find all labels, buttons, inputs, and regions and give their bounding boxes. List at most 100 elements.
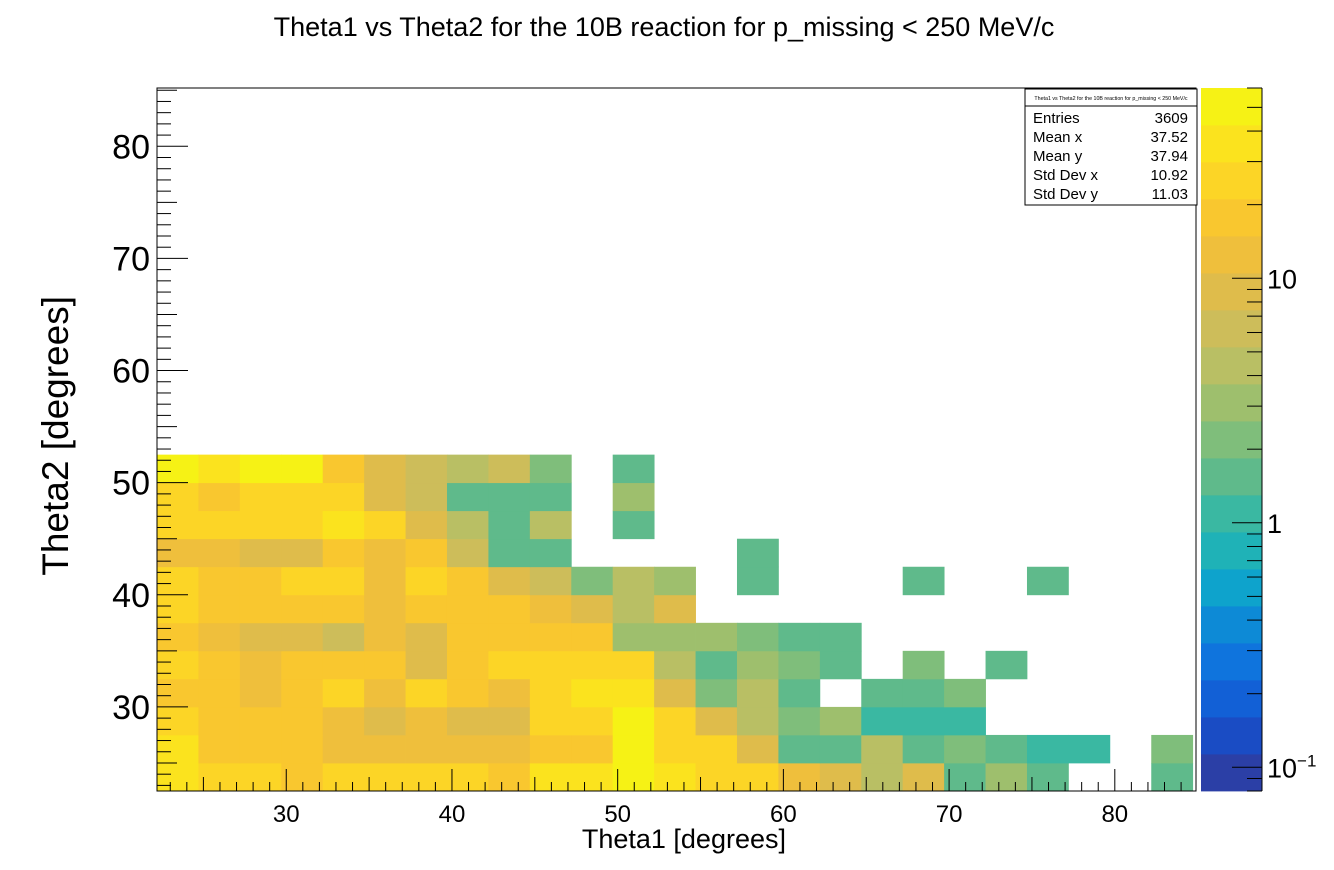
heatmap-cell: [488, 622, 531, 652]
heatmap-cell: [157, 454, 199, 484]
stats-label: Mean y: [1033, 148, 1083, 165]
heatmap-cell: [405, 678, 448, 708]
heatmap-cell: [281, 594, 324, 624]
heatmap-cell: [1151, 734, 1194, 764]
stats-label: Mean x: [1033, 129, 1083, 146]
z-axis: 10−1 1 10: [1232, 87, 1316, 792]
heatmap-cell: [654, 762, 696, 792]
heatmap-cell: [612, 594, 655, 624]
stats-box: Theta1 vs Theta2 for the 10B reaction fo…: [1024, 88, 1198, 206]
heatmap-cell: [446, 566, 489, 596]
heatmap-cell: [281, 678, 324, 708]
heatmap-cell: [736, 706, 779, 736]
heatmap-cell: [736, 622, 779, 652]
palette-segment: [1201, 273, 1262, 311]
heatmap-cell: [529, 678, 572, 708]
heatmap-cell: [364, 650, 406, 680]
heatmap-cell: [281, 762, 324, 792]
heatmap-cell: [902, 706, 945, 736]
plot-frame: [156, 87, 1197, 792]
heatmap-cell: [529, 482, 572, 512]
heatmap-cell: [529, 510, 572, 540]
heatmap-cell: [157, 482, 199, 512]
heatmap-cell: [239, 566, 282, 596]
heatmap-cell: [612, 706, 655, 736]
heatmap-cell: [985, 650, 1028, 680]
heatmap-cell: [1026, 762, 1069, 792]
y-axis: 30 40 50 60 70 80: [112, 89, 188, 786]
stats-value: 10.92: [1150, 167, 1188, 184]
heatmap-cell: [571, 734, 614, 764]
heatmap-cell: [488, 510, 531, 540]
heatmap-cell: [902, 650, 945, 680]
heatmap-cell: [819, 734, 862, 764]
heatmap-cell: [281, 650, 324, 680]
heatmap-cell: [695, 706, 738, 736]
heatmap-cell: [405, 454, 448, 484]
heatmap-cell: [571, 566, 614, 596]
heatmap-cell: [239, 622, 282, 652]
chart-title: Theta1 vs Theta2 for the 10B reaction fo…: [274, 12, 1055, 42]
heatmap-cell: [944, 734, 986, 764]
heatmap-cell: [985, 762, 1028, 792]
heatmap-cell: [239, 650, 282, 680]
heatmap-cell: [695, 762, 738, 792]
heatmap-cell: [695, 622, 738, 652]
heatmap-cell: [612, 622, 655, 652]
heatmap-cell: [322, 510, 365, 540]
x-tick-label: 40: [439, 801, 466, 828]
z-tick-exponent: −1: [1297, 751, 1316, 770]
heatmap-cell: [198, 706, 241, 736]
palette-segment: [1201, 680, 1262, 718]
heatmap-cell: [281, 538, 324, 568]
heatmap-cell: [239, 706, 282, 736]
palette-segment: [1201, 199, 1262, 237]
heatmap-cell: [736, 734, 779, 764]
heatmap-cell: [322, 566, 365, 596]
stats-value: 3609: [1155, 110, 1188, 127]
heatmap-cells: [157, 454, 1194, 792]
x-tick-label: 50: [604, 801, 631, 828]
heatmap-cell: [281, 482, 324, 512]
y-tick-label: 70: [112, 240, 150, 278]
palette-segment: [1201, 236, 1262, 274]
heatmap-cell: [281, 734, 324, 764]
heatmap-cell: [364, 482, 406, 512]
heatmap-cell: [902, 678, 945, 708]
heatmap-cell: [529, 566, 572, 596]
heatmap-cell: [736, 538, 779, 568]
heatmap-cell: [695, 678, 738, 708]
heatmap-cell: [1026, 734, 1069, 764]
heatmap-cell: [446, 482, 489, 512]
palette-segment: [1201, 384, 1262, 422]
heatmap-cell: [322, 706, 365, 736]
heatmap-cell: [239, 594, 282, 624]
heatmap-cell: [488, 734, 531, 764]
heatmap-cell: [778, 762, 821, 792]
heatmap-cell: [612, 510, 655, 540]
heatmap-cell: [571, 706, 614, 736]
heatmap-cell: [488, 594, 531, 624]
stats-box-frame: [1024, 88, 1198, 206]
stats-label: Std Dev y: [1033, 186, 1099, 203]
heatmap-cell: [281, 510, 324, 540]
heatmap-cell: [488, 650, 531, 680]
heatmap-cell: [322, 650, 365, 680]
heatmap-cell: [198, 650, 241, 680]
heatmap-cell: [198, 594, 241, 624]
palette-segment: [1201, 421, 1262, 459]
heatmap-cell: [157, 622, 199, 652]
heatmap-cell: [1151, 762, 1194, 792]
heatmap-cell: [736, 650, 779, 680]
heatmap-cell: [405, 510, 448, 540]
stats-value: 37.94: [1150, 148, 1188, 165]
heatmap-cell: [446, 734, 489, 764]
y-tick-label: 60: [112, 353, 150, 391]
palette-segment: [1201, 347, 1262, 385]
heatmap-cell: [446, 510, 489, 540]
palette-segment: [1201, 643, 1262, 681]
heatmap-cell: [322, 454, 365, 484]
heatmap-cell: [612, 566, 655, 596]
heatmap-cell: [654, 566, 696, 596]
heatmap-cell: [736, 762, 779, 792]
